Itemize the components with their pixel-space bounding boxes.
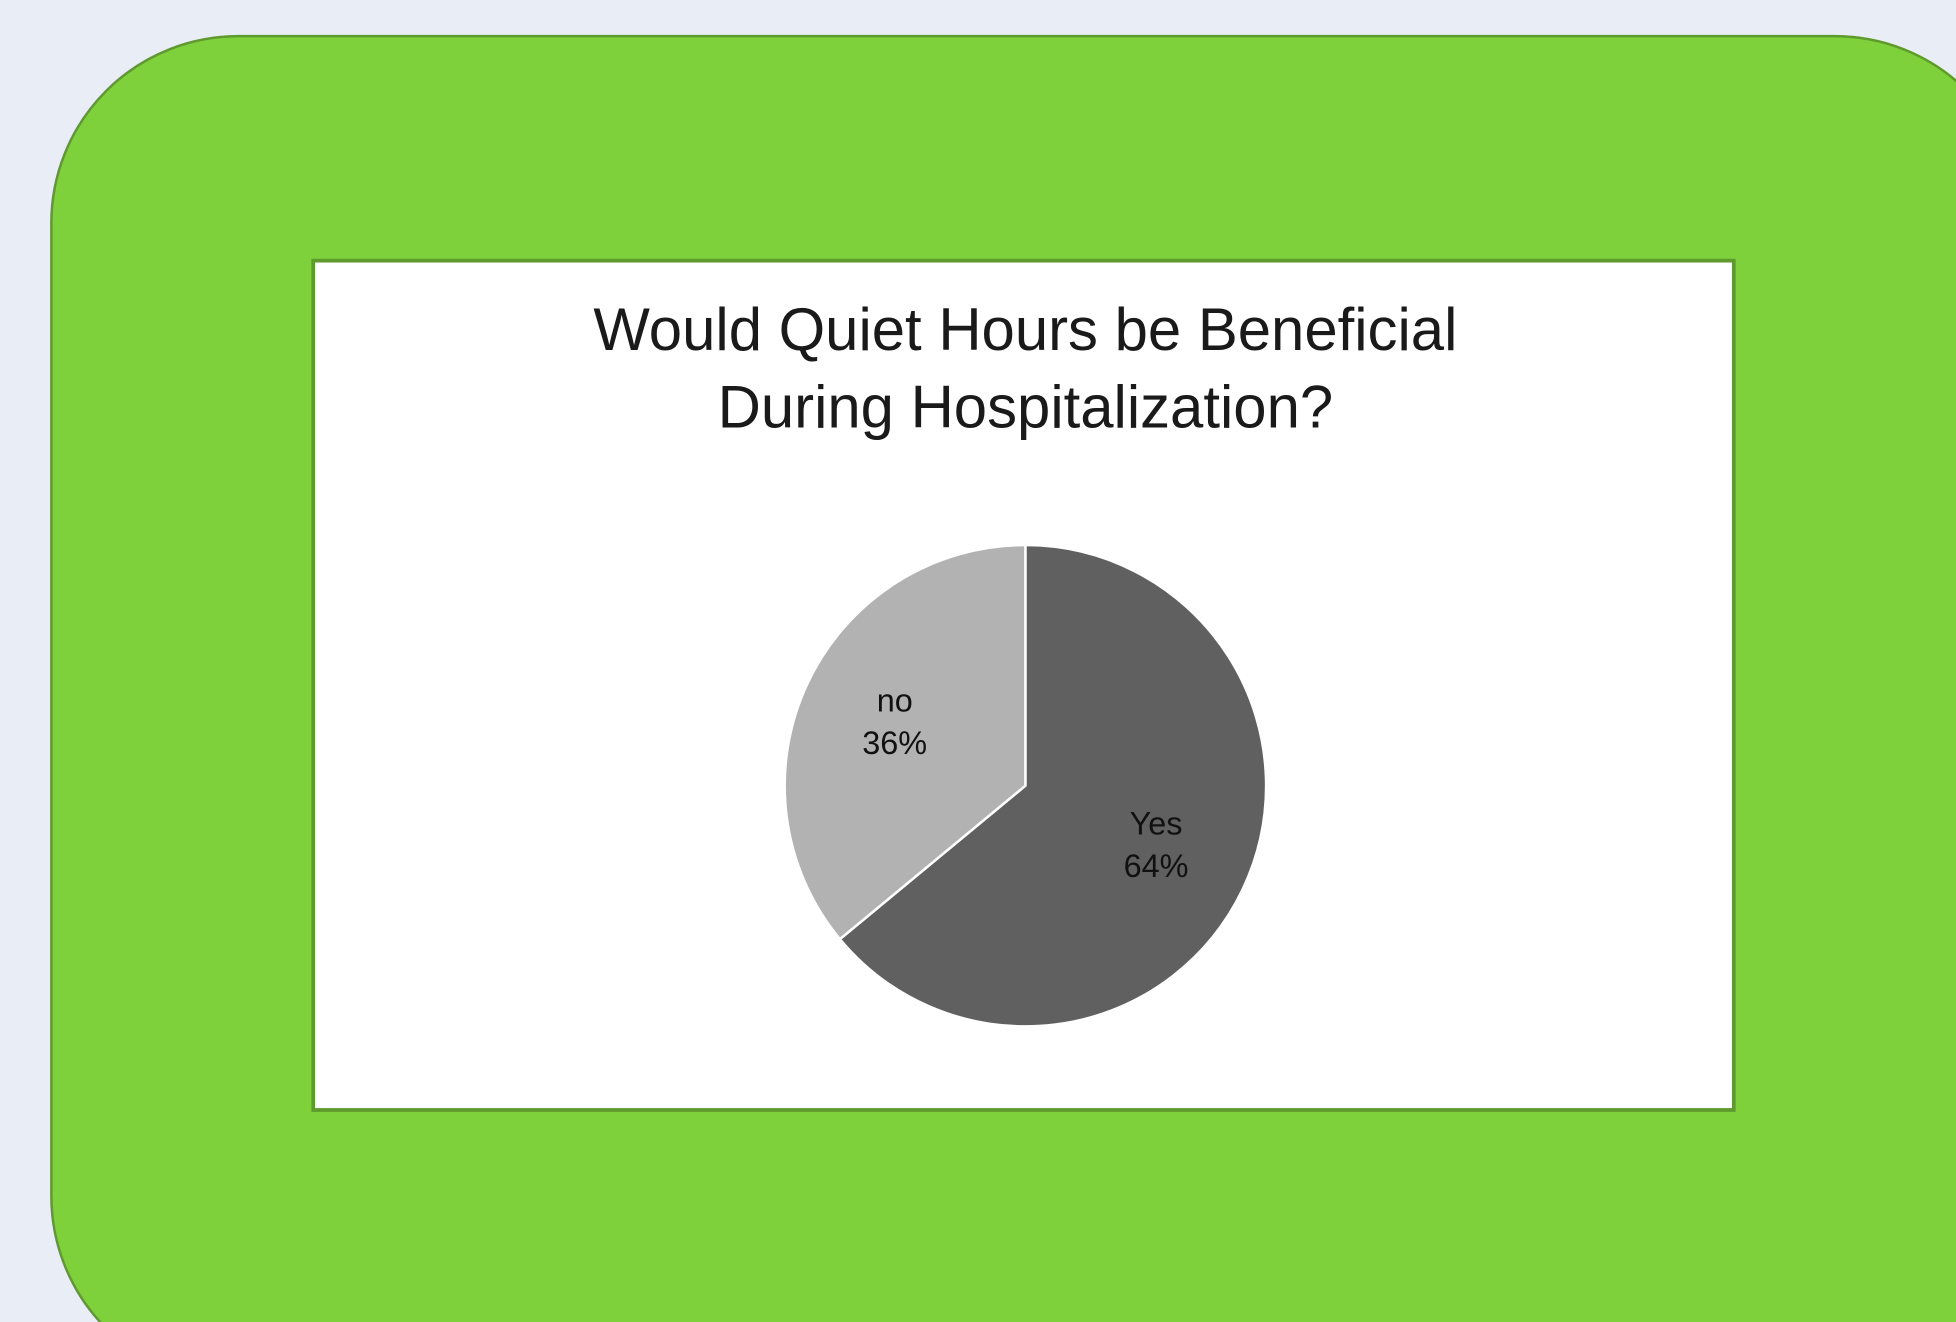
chart-title: During Hospitalization? (718, 373, 1334, 440)
slice-value-label: 36% (862, 725, 927, 761)
slice-name-label: Yes (1130, 806, 1183, 842)
pie-slice (783, 543, 1027, 941)
pie-slice (838, 543, 1268, 1028)
pie-chart: Would Quiet Hours be Beneficial During Ho… (593, 296, 1457, 1028)
slice-name-label: no (877, 683, 913, 719)
chart-title: Would Quiet Hours be Beneficial (593, 296, 1457, 363)
slice-value-label: 64% (1124, 848, 1189, 884)
